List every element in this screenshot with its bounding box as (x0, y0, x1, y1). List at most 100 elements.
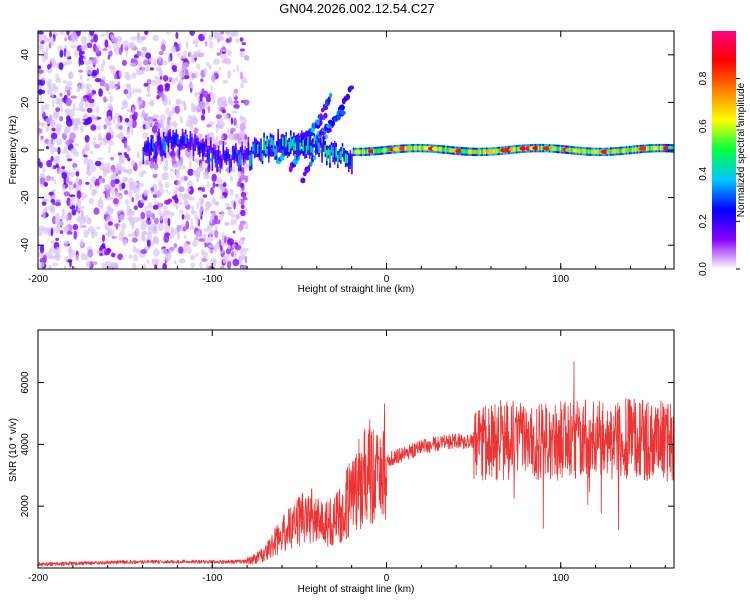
carrier-core (348, 157, 350, 168)
noise-cell (118, 195, 124, 200)
carrier-peak (431, 147, 437, 151)
noise-cell (44, 103, 50, 110)
noise-cell (202, 108, 206, 116)
carrier-core (319, 137, 322, 146)
noise-cell (86, 77, 90, 81)
carrier-core (297, 138, 300, 152)
noise-cell (88, 98, 95, 104)
noise-cell (204, 207, 208, 213)
noise-cell (244, 255, 248, 264)
noise-cell (212, 181, 216, 189)
carrier-core (658, 145, 661, 151)
carrier-core (569, 147, 571, 153)
noise-cell (145, 121, 151, 130)
noise-cell (50, 57, 56, 64)
noise-cell (109, 95, 113, 103)
carrier-core (206, 149, 209, 160)
noise-cell (183, 245, 190, 249)
carrier-core (420, 145, 422, 151)
noise-cell (91, 57, 97, 66)
noise-cell (144, 246, 151, 251)
noise-cell (168, 99, 171, 106)
noise-cell (152, 173, 158, 179)
colorbar-tick-label: 0.0 (698, 262, 709, 276)
noise-cell (55, 97, 61, 105)
carrier-peak (423, 146, 429, 151)
snr-panel: -200 -100 0 100 2000 4000 6000 Height of stra… (8, 329, 675, 595)
carrier-peak (565, 148, 570, 152)
noise-cell (146, 84, 151, 94)
carrier-core (202, 143, 204, 157)
carrier-core (497, 148, 499, 154)
noise-cell (124, 83, 132, 88)
streak-cell (331, 120, 336, 126)
noise-cell (108, 140, 114, 146)
noise-cell (189, 254, 196, 261)
noise-cell (129, 90, 132, 97)
noise-cell (110, 156, 114, 161)
noise-cell (187, 246, 192, 255)
noise-cell (47, 205, 55, 211)
carrier-core (288, 142, 290, 153)
noise-cell (131, 196, 134, 203)
noise-cell (107, 208, 114, 215)
noise-cell (236, 124, 239, 129)
noise-cell (86, 65, 93, 75)
noise-cell (111, 188, 114, 196)
noise-cell (200, 78, 204, 83)
carrier-core (238, 154, 240, 167)
noise-cell (76, 190, 82, 199)
carrier-core (490, 149, 493, 154)
noise-cell (79, 216, 87, 224)
noise-cell (170, 168, 175, 172)
noise-cell (102, 48, 108, 51)
noise-cell (75, 119, 79, 127)
noise-cell (105, 132, 112, 141)
noise-cell (243, 99, 250, 106)
noise-cell (63, 191, 70, 197)
streak-cell (336, 114, 341, 121)
carrier-core (277, 134, 279, 147)
carrier-core (627, 148, 629, 153)
noise-cell (239, 50, 245, 58)
noise-cell (42, 227, 48, 234)
noise-cell (241, 42, 246, 46)
noise-cell (73, 183, 77, 189)
noise-cell (221, 242, 225, 247)
spectrogram-x-tick-label: -100 (202, 274, 222, 285)
noise-cell (171, 155, 176, 165)
noise-cell (229, 36, 232, 43)
noise-cell (181, 193, 189, 202)
noise-cell (153, 248, 160, 257)
noise-cell (85, 181, 90, 185)
noise-cell (227, 209, 233, 216)
carrier-core (498, 148, 501, 154)
carrier-core (150, 139, 152, 151)
noise-cell (96, 47, 99, 54)
streak-cell (311, 127, 315, 133)
carrier-core (304, 141, 306, 154)
noise-cell (122, 239, 128, 246)
noise-cell (227, 244, 231, 250)
noise-cell (174, 260, 177, 265)
noise-cell (157, 222, 164, 232)
carrier-core (321, 147, 323, 159)
noise-cell (132, 107, 135, 113)
carrier-core (286, 145, 289, 155)
carrier-core (493, 149, 496, 154)
noise-cell (168, 246, 175, 251)
noise-cell (165, 251, 172, 258)
carrier-core (341, 146, 344, 154)
carrier-core (315, 144, 317, 152)
noise-cell (146, 210, 153, 218)
noise-cell (66, 81, 73, 87)
noise-cell (140, 222, 146, 231)
noise-cell (136, 151, 141, 159)
noise-cell (108, 228, 115, 236)
noise-cell (192, 50, 199, 58)
noise-cell (125, 128, 131, 136)
carrier-core (667, 145, 670, 151)
streak-cell (323, 105, 329, 111)
noise-cell (65, 214, 69, 222)
